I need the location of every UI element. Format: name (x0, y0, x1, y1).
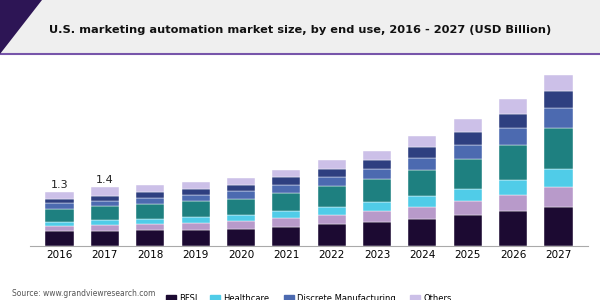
Bar (317, 224, 346, 246)
Bar (363, 222, 391, 246)
Bar (272, 184, 301, 193)
Bar (227, 215, 255, 221)
Bar (363, 212, 391, 222)
Bar (409, 136, 436, 147)
Bar (182, 195, 209, 202)
Bar (91, 225, 119, 231)
Bar (182, 217, 209, 223)
Bar (544, 91, 572, 108)
Bar (499, 145, 527, 180)
Bar (272, 211, 301, 218)
Bar (363, 169, 391, 179)
Bar (182, 182, 209, 189)
Bar (454, 132, 482, 145)
Bar (136, 224, 164, 230)
Bar (136, 198, 164, 204)
Bar (317, 215, 346, 224)
Bar (409, 196, 436, 207)
Bar (499, 128, 527, 145)
Bar (227, 221, 255, 229)
Bar (454, 202, 482, 215)
Bar (544, 75, 572, 91)
Bar (409, 170, 436, 196)
Bar (227, 178, 255, 185)
Bar (46, 231, 74, 246)
Bar (454, 119, 482, 132)
Bar (46, 226, 74, 231)
Legend: BFSI, Retail, Healthcare, Telecom & IT, Discrete Manufacturing, Government & Edu: BFSI, Retail, Healthcare, Telecom & IT, … (163, 291, 455, 300)
Bar (454, 215, 482, 246)
Bar (182, 223, 209, 230)
Bar (363, 202, 391, 212)
Bar (499, 195, 527, 211)
Bar (317, 177, 346, 186)
Bar (46, 221, 74, 226)
Bar (499, 99, 527, 114)
Bar (91, 196, 119, 201)
Bar (454, 145, 482, 159)
Bar (91, 201, 119, 206)
Bar (454, 159, 482, 189)
Bar (272, 193, 301, 211)
Bar (136, 192, 164, 198)
Bar (544, 169, 572, 187)
Bar (272, 218, 301, 227)
Bar (317, 207, 346, 215)
Bar (136, 230, 164, 246)
Bar (409, 147, 436, 158)
Bar (272, 170, 301, 177)
Text: Source: www.grandviewresearch.com: Source: www.grandviewresearch.com (12, 290, 155, 298)
Bar (544, 187, 572, 207)
Bar (499, 212, 527, 246)
Text: 1.4: 1.4 (96, 175, 114, 185)
Bar (46, 199, 74, 203)
Bar (91, 220, 119, 225)
Bar (91, 187, 119, 196)
Text: U.S. marketing automation market size, by end use, 2016 - 2027 (USD Billion): U.S. marketing automation market size, b… (49, 25, 551, 35)
Bar (544, 108, 572, 128)
Bar (544, 207, 572, 246)
Bar (317, 169, 346, 177)
Bar (409, 158, 436, 170)
Text: 1.3: 1.3 (50, 180, 68, 190)
Bar (136, 219, 164, 224)
Bar (317, 160, 346, 169)
Bar (363, 160, 391, 169)
Bar (136, 204, 164, 219)
Bar (544, 128, 572, 169)
Bar (363, 179, 391, 202)
Bar (363, 151, 391, 160)
Bar (272, 177, 301, 184)
Bar (182, 230, 209, 246)
Bar (227, 229, 255, 246)
Bar (46, 203, 74, 208)
Bar (136, 185, 164, 192)
Bar (499, 114, 527, 128)
Bar (227, 199, 255, 215)
Bar (409, 219, 436, 246)
Bar (227, 191, 255, 199)
Bar (499, 180, 527, 195)
Bar (317, 186, 346, 207)
Bar (91, 206, 119, 220)
Bar (454, 189, 482, 202)
Bar (46, 208, 74, 221)
Bar (91, 231, 119, 246)
Bar (182, 189, 209, 195)
Bar (46, 192, 74, 199)
Bar (409, 207, 436, 219)
Bar (227, 185, 255, 191)
Bar (182, 202, 209, 217)
Bar (272, 227, 301, 246)
